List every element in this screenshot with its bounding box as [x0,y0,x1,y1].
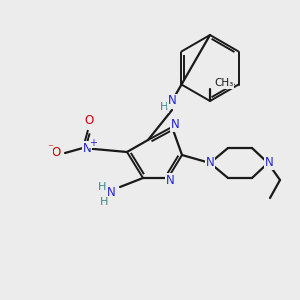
Text: N: N [82,142,91,154]
Text: N: N [265,157,273,169]
Text: O: O [84,115,94,128]
Text: CH₃: CH₃ [214,78,233,88]
Text: N: N [171,118,179,131]
Text: H: H [98,182,106,192]
Text: N: N [106,187,116,200]
Text: O: O [51,146,61,160]
Text: +: + [89,138,97,148]
Text: N: N [206,157,214,169]
Text: H: H [100,197,108,207]
Text: N: N [166,173,174,187]
Text: H: H [160,102,168,112]
Text: ⁻: ⁻ [47,143,53,153]
Text: N: N [168,94,176,107]
